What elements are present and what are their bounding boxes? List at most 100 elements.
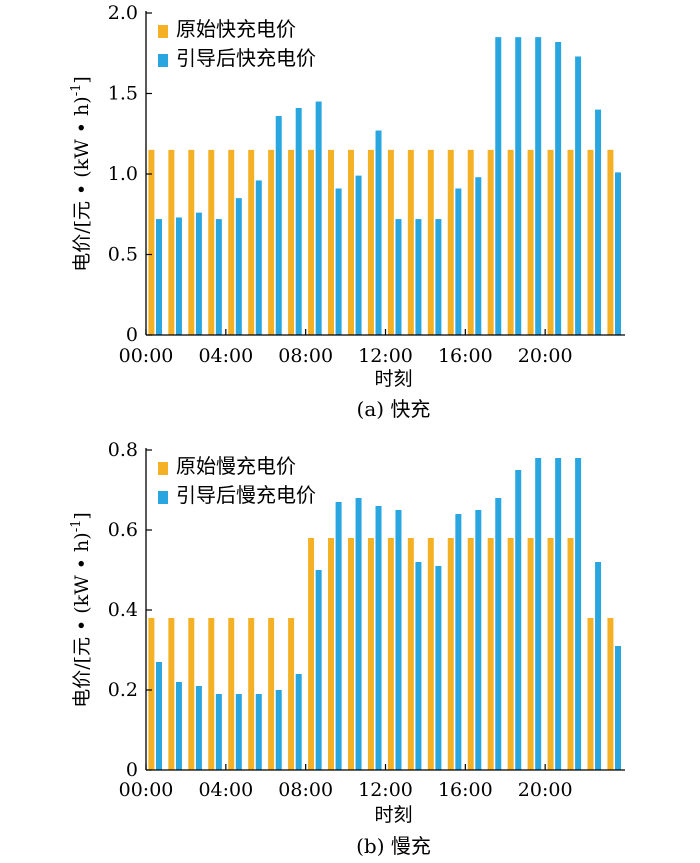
bar-original-13 <box>407 149 414 335</box>
y-axis-title-exponent: -1 <box>69 84 84 97</box>
bar-original-17 <box>487 149 494 335</box>
bar-guided-0 <box>155 219 162 335</box>
bar-original-6 <box>268 618 275 770</box>
x-tick-label-1: 04:00 <box>198 345 253 367</box>
bar-guided-12 <box>395 510 402 770</box>
bar-original-7 <box>288 149 295 335</box>
bar-guided-23 <box>615 172 622 335</box>
bar-original-4 <box>228 618 235 770</box>
bar-original-3 <box>208 149 215 335</box>
bar-original-18 <box>507 538 514 770</box>
bar-original-11 <box>367 538 374 770</box>
bar-original-12 <box>387 538 394 770</box>
bar-guided-13 <box>415 219 422 335</box>
bar-original-2 <box>188 618 195 770</box>
panel-b-slow-charge: 0 0.2 0.4 0.6 0.8 00:00 04:00 08:00 12:00 16:00 20… <box>69 439 625 858</box>
bar-guided-17 <box>495 498 502 770</box>
bar-original-21 <box>567 149 574 335</box>
bar-guided-9 <box>335 502 342 770</box>
bar-original-23 <box>607 618 614 770</box>
y-tick-label-1: 0.2 <box>108 679 138 701</box>
legend-swatch-0 <box>158 462 168 475</box>
bar-original-5 <box>248 149 255 335</box>
bar-original-23 <box>607 149 614 335</box>
x-tick-label-2: 08:00 <box>278 345 333 367</box>
x-tick-label-1: 04:00 <box>198 779 253 801</box>
bar-original-13 <box>407 538 414 770</box>
bar-original-0 <box>148 618 155 770</box>
bar-guided-18 <box>515 37 522 336</box>
x-tick-label-0: 00:00 <box>119 779 174 801</box>
bar-original-22 <box>587 618 594 770</box>
y-axis-title: 电价/[元 • (kW • h)-1] <box>69 76 93 272</box>
bar-original-9 <box>328 149 335 335</box>
bar-guided-15 <box>455 188 462 335</box>
bar-original-10 <box>347 538 354 770</box>
y-axis-title-bracket: ] <box>71 512 93 519</box>
panel-caption: (a) 快充 <box>357 397 431 421</box>
bar-original-8 <box>308 149 315 335</box>
y-tick-label-1: 0.5 <box>108 244 138 266</box>
bar-guided-18 <box>515 470 522 770</box>
y-axis-title: 电价/[元 • (kW • h)-1] <box>69 512 93 708</box>
bar-guided-16 <box>475 177 482 335</box>
bar-guided-19 <box>535 458 542 770</box>
bar-original-17 <box>487 538 494 770</box>
bar-guided-8 <box>315 101 322 335</box>
bar-guided-4 <box>235 198 242 335</box>
x-tick-label-5: 20:00 <box>518 779 573 801</box>
bar-guided-7 <box>295 674 302 770</box>
bar-original-18 <box>507 149 514 335</box>
x-tick-label-3: 12:00 <box>358 779 413 801</box>
y-tick-label-3: 0.6 <box>108 519 138 541</box>
y-axis-title-main: 电价/[元 • (kW • h) <box>71 532 93 708</box>
bar-original-2 <box>188 149 195 335</box>
bar-original-1 <box>168 149 175 335</box>
legend-label-1: 引导后慢充电价 <box>176 483 316 507</box>
bar-guided-10 <box>355 175 362 335</box>
x-tick-label-5: 20:00 <box>518 345 573 367</box>
bar-guided-14 <box>435 219 442 335</box>
bar-guided-7 <box>295 107 302 336</box>
legend-swatch-1 <box>158 491 168 504</box>
bar-guided-21 <box>575 56 582 335</box>
bar-guided-15 <box>455 514 462 770</box>
legend-swatch-0 <box>158 25 168 38</box>
bar-original-14 <box>427 538 434 770</box>
y-axis-title-exponent: -1 <box>69 520 84 533</box>
bar-guided-2 <box>195 686 202 770</box>
bar-guided-10 <box>355 498 362 770</box>
bar-original-6 <box>268 149 275 335</box>
y-tick-label-2: 1.0 <box>108 163 138 185</box>
bar-guided-2 <box>195 212 202 335</box>
bar-guided-6 <box>275 116 282 335</box>
bar-guided-9 <box>335 188 342 335</box>
y-tick-label-0: 0 <box>126 324 138 346</box>
panel-a-fast-charge: 0 0.5 1.0 1.5 2.0 00:00 04:00 08:00 12:00 16:00 20… <box>69 2 625 421</box>
bar-guided-4 <box>235 694 242 770</box>
bar-guided-3 <box>215 694 222 770</box>
bar-guided-12 <box>395 219 402 335</box>
bar-original-11 <box>367 149 374 335</box>
legend-swatch-1 <box>158 54 168 67</box>
bar-guided-6 <box>275 690 282 770</box>
x-axis-title: 时刻 <box>374 804 412 826</box>
x-tick-label-3: 12:00 <box>358 345 413 367</box>
x-tick-label-2: 08:00 <box>278 779 333 801</box>
legend-label-0: 原始慢充电价 <box>176 454 296 478</box>
bar-original-19 <box>527 149 534 335</box>
x-tick-label-4: 16:00 <box>438 345 493 367</box>
bar-guided-22 <box>595 562 602 770</box>
bar-guided-20 <box>555 41 562 335</box>
bar-guided-11 <box>375 506 382 770</box>
x-tick-label-4: 16:00 <box>438 779 493 801</box>
bar-original-19 <box>527 538 534 770</box>
bar-original-7 <box>288 618 295 770</box>
bar-original-9 <box>328 538 335 770</box>
bar-original-10 <box>347 149 354 335</box>
bar-guided-11 <box>375 130 382 335</box>
bar-guided-22 <box>595 109 602 335</box>
y-tick-label-3: 1.5 <box>108 83 138 105</box>
bar-guided-20 <box>555 458 562 770</box>
bar-original-0 <box>148 149 155 335</box>
